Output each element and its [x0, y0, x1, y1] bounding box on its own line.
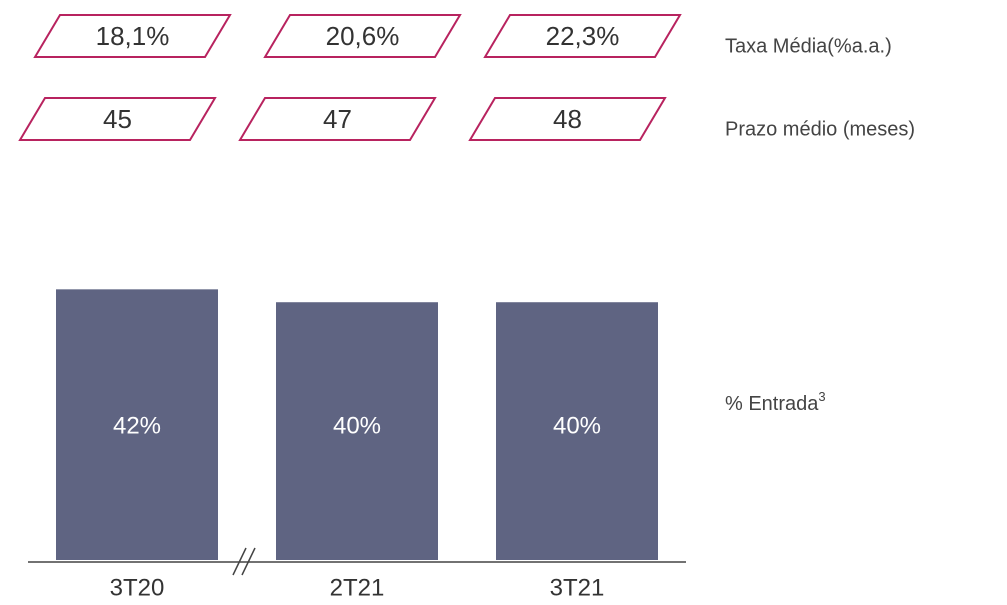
bar: [496, 302, 658, 560]
footnote-mark: 3: [818, 389, 825, 404]
bar: [276, 302, 438, 560]
data-label: 40%: [333, 412, 381, 439]
axis-break: [232, 547, 247, 576]
box-value: 18,1%: [96, 21, 170, 51]
series-label-text: % Entrada: [725, 393, 819, 415]
x-tick-label: 3T20: [110, 574, 165, 601]
row-label: Taxa Média(%a.a.): [725, 35, 892, 57]
bar: [56, 289, 218, 560]
axis-break: [241, 547, 256, 576]
value-box: [468, 97, 667, 141]
box-value: 45: [103, 104, 132, 134]
box-value: 22,3%: [546, 21, 620, 51]
x-tick-label: 3T21: [550, 574, 605, 601]
value-box: [238, 97, 437, 141]
row-label: Prazo médio (meses): [725, 118, 915, 140]
box-value: 47: [323, 104, 352, 134]
value-box: [18, 97, 217, 141]
value-box: [263, 14, 462, 58]
value-box: [33, 14, 232, 58]
data-label: 40%: [553, 412, 601, 439]
box-value: 48: [553, 104, 582, 134]
box-value: 20,6%: [326, 21, 400, 51]
x-tick-label: 2T21: [330, 574, 385, 601]
value-box: [483, 14, 682, 58]
data-label: 42%: [113, 412, 161, 439]
series-label: % Entrada3: [725, 389, 826, 415]
